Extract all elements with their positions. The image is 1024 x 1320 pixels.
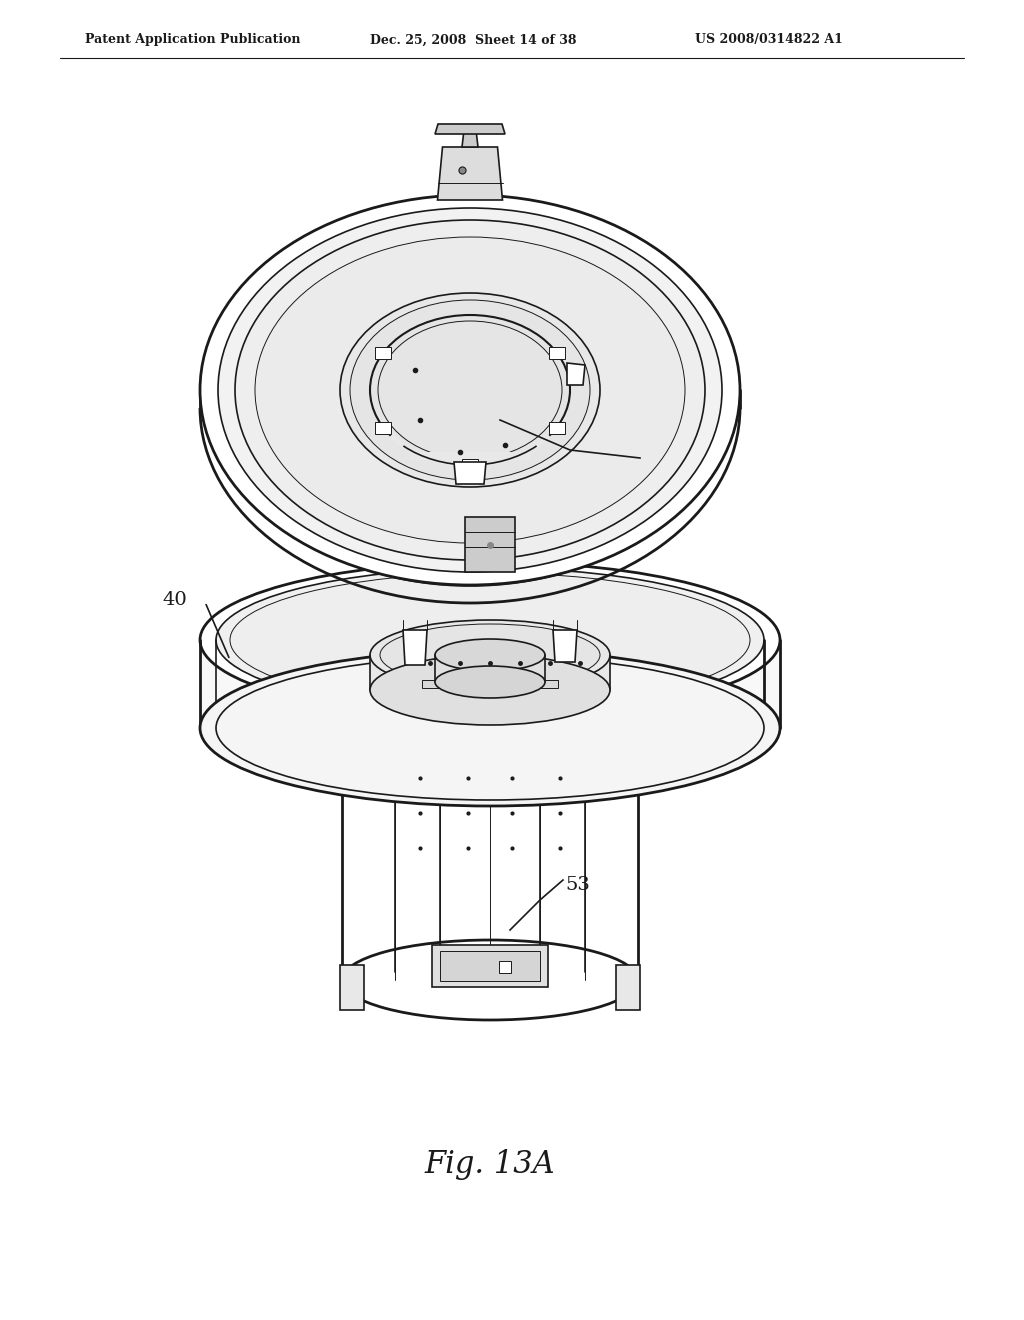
Polygon shape (616, 965, 640, 1010)
Text: 53: 53 (565, 876, 590, 894)
Polygon shape (435, 124, 505, 135)
Polygon shape (454, 462, 486, 484)
Polygon shape (370, 655, 610, 690)
Polygon shape (410, 451, 530, 459)
Text: Dec. 25, 2008  Sheet 14 of 38: Dec. 25, 2008 Sheet 14 of 38 (370, 33, 577, 46)
Ellipse shape (218, 209, 722, 572)
Polygon shape (462, 129, 478, 147)
FancyBboxPatch shape (549, 421, 564, 433)
Polygon shape (432, 945, 548, 987)
Polygon shape (200, 640, 780, 729)
Polygon shape (437, 147, 503, 201)
Polygon shape (200, 389, 740, 408)
Ellipse shape (200, 649, 780, 807)
FancyBboxPatch shape (462, 459, 478, 471)
Text: 55: 55 (665, 451, 690, 469)
Polygon shape (340, 965, 364, 1010)
Text: Patent Application Publication: Patent Application Publication (85, 33, 300, 46)
FancyBboxPatch shape (549, 346, 564, 359)
Polygon shape (465, 517, 515, 572)
Ellipse shape (350, 300, 590, 480)
Polygon shape (422, 655, 558, 688)
FancyBboxPatch shape (376, 346, 391, 359)
Ellipse shape (255, 238, 685, 543)
Text: US 2008/0314822 A1: US 2008/0314822 A1 (695, 33, 843, 46)
Polygon shape (440, 950, 540, 981)
Ellipse shape (370, 655, 610, 725)
Ellipse shape (342, 940, 638, 1020)
Ellipse shape (200, 562, 780, 718)
FancyBboxPatch shape (376, 421, 391, 433)
Ellipse shape (230, 573, 750, 708)
Text: 40: 40 (163, 591, 187, 609)
Polygon shape (422, 680, 558, 688)
Ellipse shape (234, 220, 705, 560)
Polygon shape (403, 630, 427, 665)
Ellipse shape (200, 195, 740, 585)
Ellipse shape (435, 667, 545, 698)
Ellipse shape (380, 624, 600, 686)
Ellipse shape (216, 568, 764, 711)
Polygon shape (553, 630, 577, 663)
Ellipse shape (340, 293, 600, 487)
Text: Fig. 13A: Fig. 13A (425, 1150, 555, 1180)
Polygon shape (342, 733, 638, 979)
Ellipse shape (370, 620, 610, 690)
Ellipse shape (435, 639, 545, 671)
Polygon shape (567, 363, 585, 385)
